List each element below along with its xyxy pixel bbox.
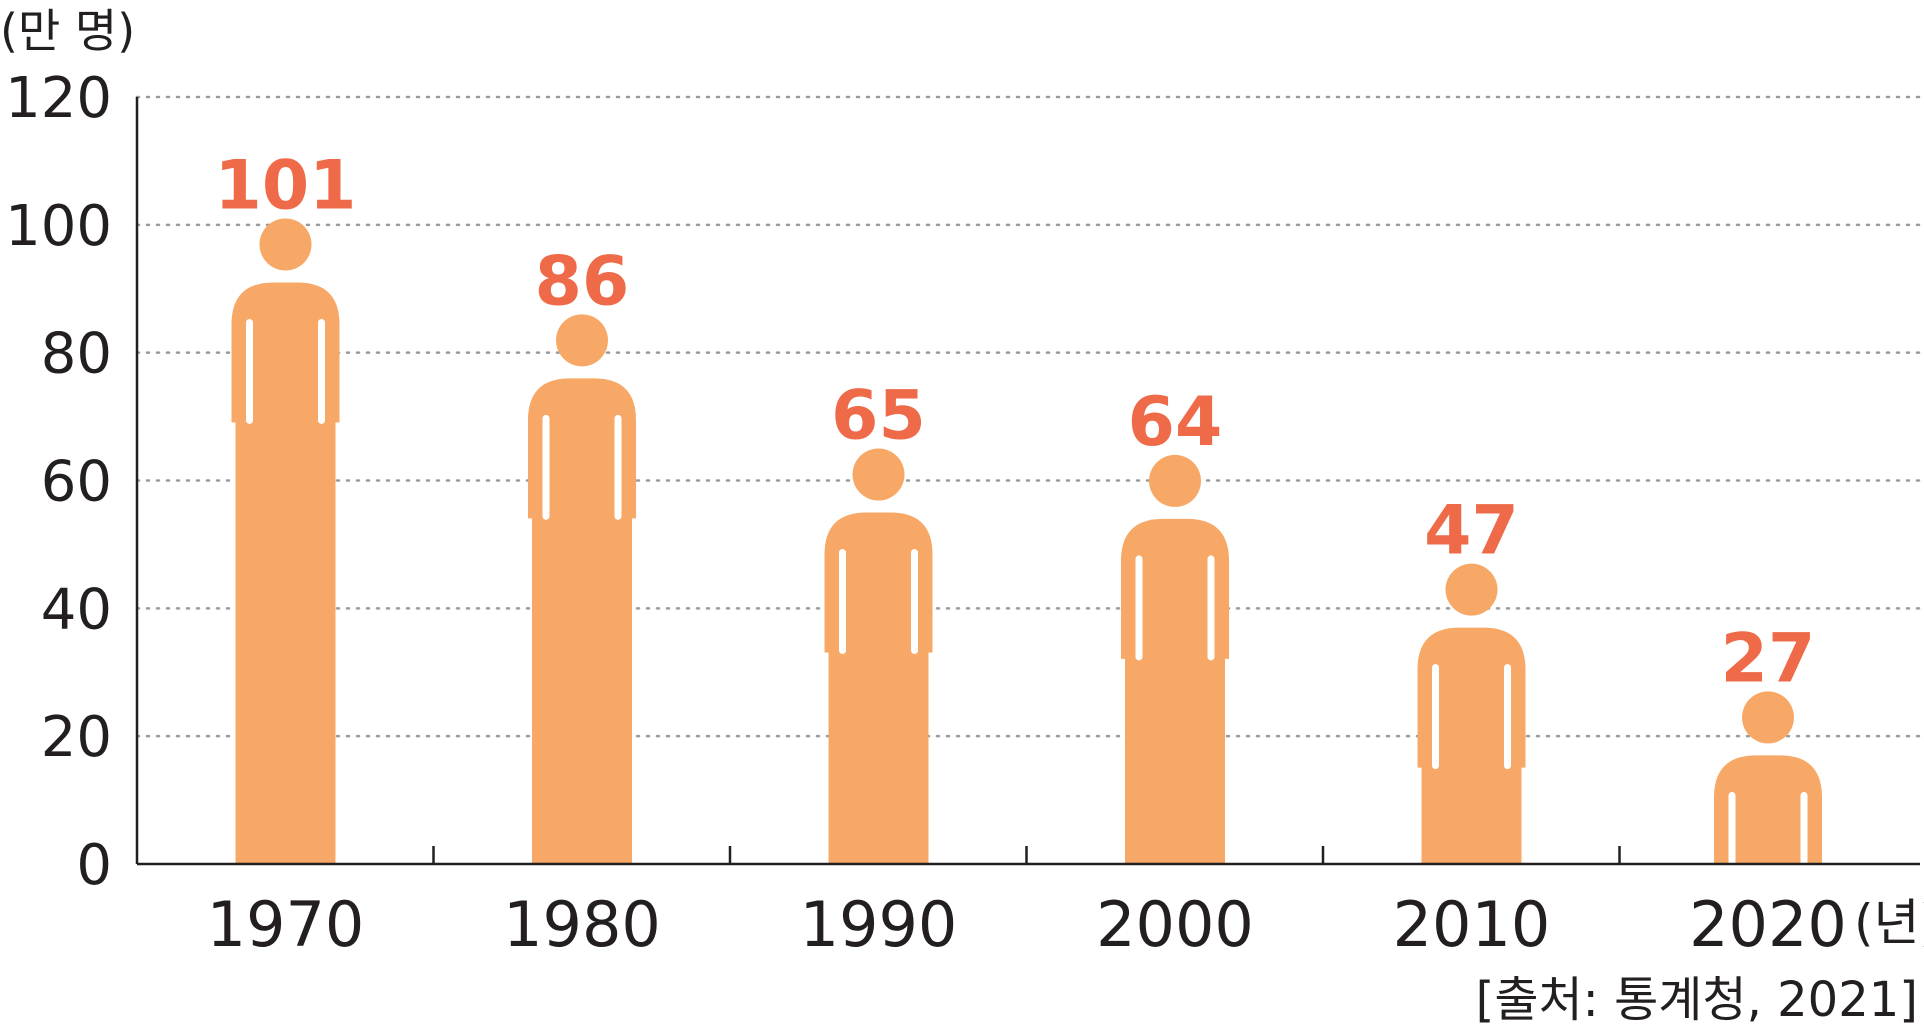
value-label: 47	[1424, 492, 1519, 571]
x-tick-label: 2010	[1393, 888, 1551, 961]
x-axis-unit: (년)	[1854, 894, 1924, 952]
x-tick-label: 2020	[1689, 888, 1847, 961]
grid-lines	[135, 95, 1922, 738]
person-bar	[824, 448, 933, 864]
y-axis-ticks: 0 20 40 60 80 100 120	[5, 66, 112, 898]
person-head	[259, 218, 312, 271]
y-tick-label: 20	[41, 705, 112, 770]
person-leg	[285, 322, 336, 865]
value-label: 27	[1721, 619, 1816, 698]
y-axis-label: (만 명)	[0, 4, 135, 58]
y-tick-label: 60	[41, 450, 112, 515]
person-bar	[231, 218, 340, 865]
person-leg	[1421, 667, 1472, 864]
person-leg	[532, 418, 582, 864]
value-labels: 101 86 65 64 47 27	[215, 146, 1816, 698]
person-head	[1445, 563, 1498, 616]
value-label: 101	[215, 146, 357, 225]
x-tick-label: 1990	[800, 888, 958, 961]
person-leg	[1471, 667, 1522, 864]
person-bars	[231, 218, 1822, 868]
source-note: [출처: 통계청, 2021]	[1476, 972, 1918, 1026]
x-axis-ticks: 1970 1980 1990 2000 2010 2020	[207, 888, 1847, 961]
person-leg	[235, 322, 286, 865]
person-leg	[582, 418, 632, 864]
person-head	[852, 448, 905, 501]
person-bar	[528, 314, 636, 864]
y-tick-label: 120	[5, 66, 112, 131]
person-leg	[1125, 558, 1175, 864]
value-label: 65	[831, 377, 926, 456]
person-head	[1742, 691, 1794, 744]
person-bar	[1121, 454, 1229, 864]
y-tick-label: 100	[5, 194, 112, 259]
x-axis	[135, 97, 1920, 866]
x-tick-label: 1970	[207, 888, 365, 961]
person-leg	[1768, 795, 1818, 864]
x-tick-label: 2000	[1096, 888, 1254, 961]
y-tick-label: 80	[41, 322, 112, 387]
person-head	[556, 314, 608, 367]
x-tick-label: 1980	[503, 888, 661, 961]
person-leg	[878, 552, 929, 864]
person-leg	[828, 552, 879, 864]
person-leg	[1718, 795, 1768, 864]
value-label: 86	[535, 242, 630, 321]
person-bar	[1417, 563, 1526, 864]
person-bar	[1714, 691, 1822, 868]
value-label: 64	[1128, 383, 1223, 462]
person-head	[1149, 454, 1201, 507]
y-tick-label: 0	[76, 833, 112, 898]
person-leg	[1175, 558, 1225, 864]
y-tick-label: 40	[41, 577, 112, 642]
